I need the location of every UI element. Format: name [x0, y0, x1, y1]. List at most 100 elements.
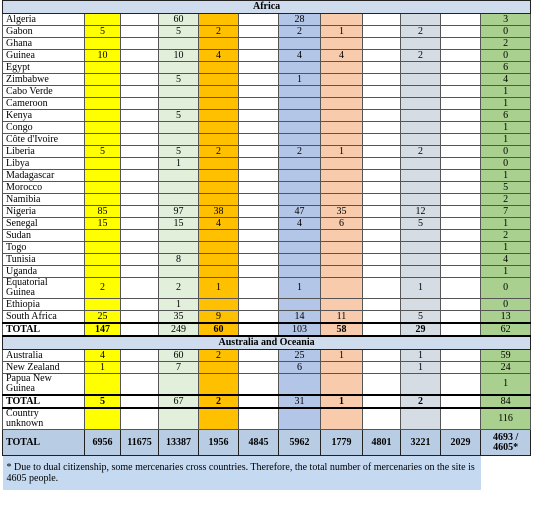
value-cell: 5 [158, 25, 199, 38]
value-cell: 249 [158, 322, 199, 337]
value-cell [238, 241, 279, 254]
value-cell [238, 109, 279, 122]
value-cell: 6956 [84, 429, 121, 456]
value-cell [400, 121, 441, 134]
value-cell: 0 [479, 49, 532, 62]
value-cell [158, 61, 199, 74]
value-cell [120, 310, 159, 324]
value-cell [440, 97, 481, 110]
value-cell [198, 61, 239, 74]
country-cell: Liberia [2, 145, 85, 158]
value-cell [198, 73, 239, 86]
value-cell [278, 241, 321, 254]
value-cell [362, 193, 401, 206]
country-cell: Congo [2, 121, 85, 134]
value-cell: 6 [479, 61, 532, 74]
value-cell [198, 181, 239, 194]
value-cell [320, 169, 363, 182]
value-cell [198, 157, 239, 170]
value-cell [400, 181, 441, 194]
value-cell [120, 253, 159, 266]
table-row: Ghana 2 [2, 37, 532, 50]
value-cell [120, 157, 159, 170]
value-cell: 1 [320, 349, 363, 362]
value-cell [362, 97, 401, 110]
value-cell: 5 [158, 109, 199, 122]
value-cell: 3 [479, 13, 532, 26]
value-cell [84, 133, 121, 146]
value-cell [400, 13, 441, 26]
value-cell: 0 [479, 157, 532, 170]
value-cell [362, 349, 401, 362]
value-cell [120, 121, 159, 134]
value-cell [440, 25, 481, 38]
value-cell: 1 [479, 133, 532, 146]
table-row: Equatorial Guinea 2 2 1 1 1 0 [2, 277, 532, 299]
value-cell [440, 241, 481, 254]
value-cell [362, 229, 401, 242]
value-cell [238, 73, 279, 86]
value-cell [198, 407, 239, 430]
value-cell [158, 121, 199, 134]
value-cell [158, 85, 199, 98]
value-cell [362, 181, 401, 194]
value-cell: 2 [400, 25, 441, 38]
value-cell [158, 37, 199, 50]
value-cell [400, 241, 441, 254]
value-cell [278, 253, 321, 266]
value-cell [84, 85, 121, 98]
table-row: Egypt 6 [2, 61, 532, 74]
value-cell: 4 [278, 217, 321, 230]
table-row: Gabon 5 5 2 2 1 2 0 [2, 25, 532, 38]
table-row: Congo 1 [2, 121, 532, 134]
value-cell: 2 [400, 49, 441, 62]
value-cell [278, 229, 321, 242]
value-cell: 0 [479, 145, 532, 158]
value-cell [238, 205, 279, 218]
value-cell [440, 181, 481, 194]
table-row: Australia 4 60 2 25 1 1 59 [2, 349, 532, 362]
value-cell [362, 322, 401, 337]
country-cell: Côte d'Ivoire [2, 133, 85, 146]
value-cell [120, 85, 159, 98]
value-cell: 15 [158, 217, 199, 230]
value-cell: 2 [479, 193, 532, 206]
value-cell [440, 407, 481, 430]
value-cell [362, 133, 401, 146]
value-cell [158, 373, 199, 396]
value-cell [120, 217, 159, 230]
value-cell: 13 [479, 310, 532, 324]
value-cell [440, 217, 481, 230]
value-cell [198, 37, 239, 50]
value-cell [278, 298, 321, 311]
table-row: Morocco 5 [2, 181, 532, 194]
value-cell [278, 109, 321, 122]
value-cell: 1 [400, 349, 441, 362]
table-row: Uganda 1 [2, 265, 532, 278]
value-cell [120, 133, 159, 146]
value-cell: 2 [400, 394, 441, 409]
value-cell: 25 [278, 349, 321, 362]
value-cell [362, 13, 401, 26]
value-cell [362, 205, 401, 218]
value-cell [362, 394, 401, 409]
value-cell: 4 [479, 73, 532, 86]
value-cell: 5 [158, 73, 199, 86]
value-cell [120, 277, 159, 299]
value-cell [158, 229, 199, 242]
value-cell [362, 310, 401, 324]
table-row: New Zealand 1 7 6 1 24 [2, 361, 532, 374]
value-cell [238, 217, 279, 230]
value-cell [120, 394, 159, 409]
value-cell [400, 109, 441, 122]
value-cell [400, 61, 441, 74]
value-cell [440, 121, 481, 134]
value-cell [362, 49, 401, 62]
value-cell: 6 [479, 109, 532, 122]
value-cell [400, 37, 441, 50]
value-cell: 5 [84, 145, 121, 158]
country-cell: Kenya [2, 109, 85, 122]
value-cell [320, 407, 363, 430]
value-cell: 0 [479, 25, 532, 38]
country-cell: TOTAL [2, 429, 85, 456]
